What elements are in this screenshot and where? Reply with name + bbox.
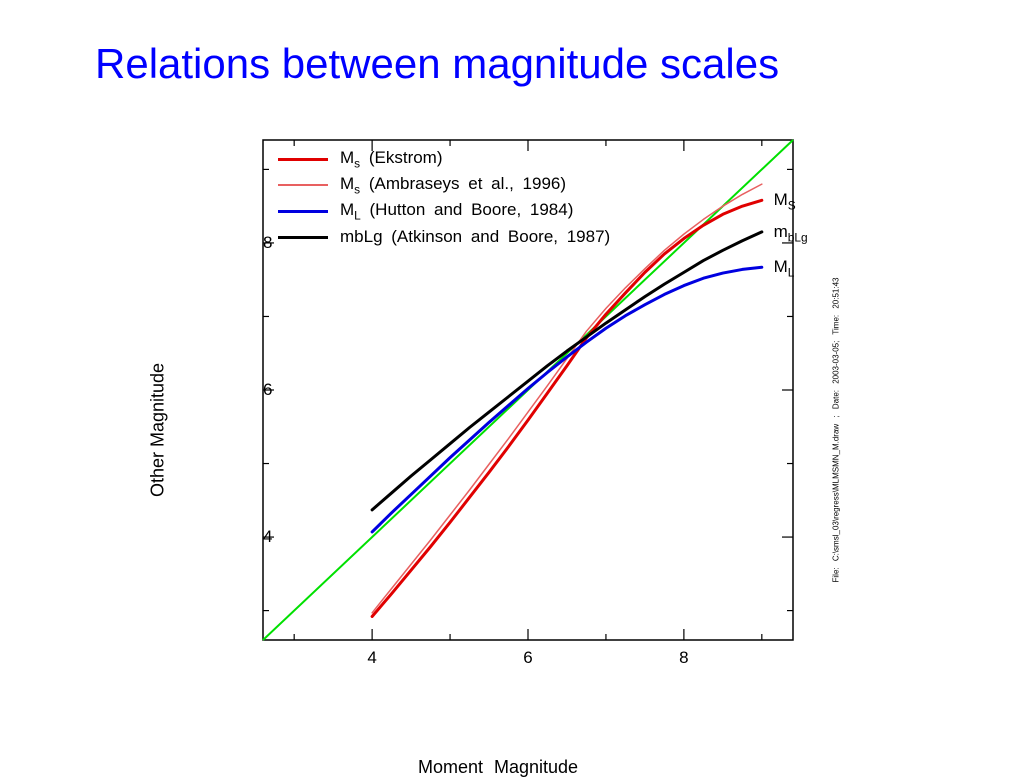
series-end-label: mbLg <box>774 222 808 244</box>
legend-swatch <box>278 210 328 213</box>
legend-item: ML (Hutton and Boore, 1984) <box>278 198 610 224</box>
legend-swatch <box>278 158 328 161</box>
legend-item: Ms (Ambraseys et al., 1996) <box>278 172 610 198</box>
x-tick-label: 6 <box>523 648 532 668</box>
legend-label: mbLg (Atkinson and Boore, 1987) <box>340 227 610 247</box>
legend-swatch <box>278 184 328 186</box>
legend: Ms (Ekstrom) Ms (Ambraseys et al., 1996) M… <box>278 146 610 250</box>
legend-label: Ms (Ekstrom) <box>340 148 443 170</box>
x-tick-label: 4 <box>367 648 376 668</box>
series-end-label: ML <box>774 257 795 279</box>
legend-label: Ms (Ambraseys et al., 1996) <box>340 174 566 196</box>
series-end-label: MS <box>774 190 796 212</box>
legend-item: Ms (Ekstrom) <box>278 146 610 172</box>
x-tick-label: 8 <box>679 648 688 668</box>
legend-item: mbLg (Atkinson and Boore, 1987) <box>278 224 610 250</box>
magnitude-chart: Other Magnitude Moment Magnitude Ms (Eks… <box>188 130 808 730</box>
legend-label: ML (Hutton and Boore, 1984) <box>340 200 573 222</box>
y-axis-label: Other Magnitude <box>148 363 169 497</box>
page-title: Relations between magnitude scales <box>95 40 779 88</box>
file-metadata-note: File: C:\smsl_03\regress\MLMSMN_M.draw ;… <box>832 278 841 583</box>
legend-swatch <box>278 236 328 239</box>
